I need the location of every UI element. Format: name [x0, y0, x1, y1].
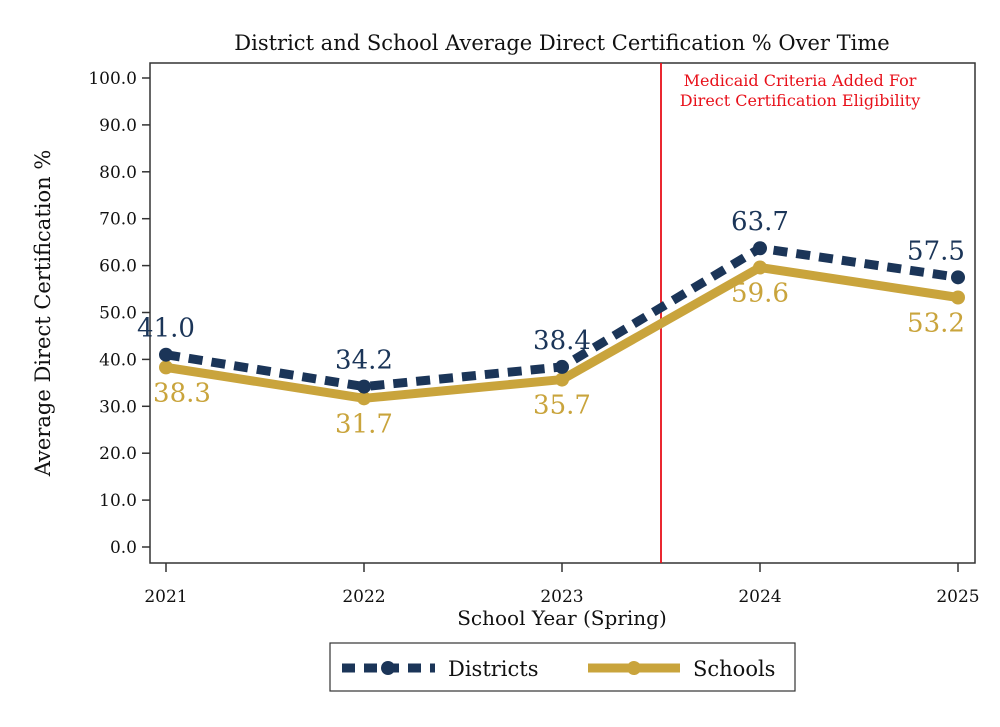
data-point	[555, 372, 569, 387]
data-label: 31.7	[335, 409, 393, 439]
data-label: 38.3	[153, 378, 211, 408]
x-axis-label: School Year (Spring)	[457, 606, 667, 630]
data-label: 38.4	[533, 326, 591, 356]
y-tick-label: 80.0	[99, 163, 137, 183]
x-tick-label: 2025	[936, 587, 979, 607]
data-point	[159, 347, 173, 362]
legend-marker-districts	[381, 661, 395, 675]
y-tick-label: 30.0	[99, 397, 137, 417]
data-label: 41.0	[137, 314, 195, 344]
x-tick-label: 2021	[144, 587, 187, 607]
data-label: 59.6	[731, 278, 789, 308]
y-tick-label: 40.0	[99, 350, 137, 370]
data-point	[357, 391, 371, 406]
legend-label-districts: Districts	[448, 657, 539, 681]
series-schools: 38.3 31.7 35.7 59.6 53.2	[153, 260, 965, 439]
data-label: 53.2	[907, 308, 965, 338]
plot-frame	[149, 62, 976, 564]
annotation-text: Direct Certification Eligibility	[680, 91, 921, 110]
x-tick-label: 2023	[540, 587, 583, 607]
data-point	[951, 270, 965, 285]
legend-label-schools: Schools	[693, 657, 775, 681]
y-tick-label: 20.0	[99, 444, 137, 464]
x-tick-label: 2022	[342, 587, 385, 607]
legend-box	[329, 642, 796, 692]
x-axis: 2021 2022 2023 2024 2025	[144, 563, 980, 607]
y-tick-label: 0.0	[110, 538, 137, 558]
data-point	[357, 379, 371, 394]
annotation-text: Medicaid Criteria Added For	[684, 71, 917, 90]
data-point	[159, 360, 173, 375]
data-point	[951, 290, 965, 305]
data-label: 35.7	[533, 391, 591, 421]
y-tick-label: 70.0	[99, 210, 137, 230]
y-axis-label: Average Direct Certification %	[31, 150, 55, 478]
y-tick-label: 50.0	[99, 304, 137, 324]
chart-title: District and School Average Direct Certi…	[234, 31, 889, 55]
series-districts: 41.0 34.2 38.4 63.7 57.5	[137, 207, 965, 394]
y-axis: 0.0 10.0 20.0 30.0 40.0 50.0 60.0 70.0 80.0 90.0 1…	[88, 69, 150, 558]
y-tick-label: 60.0	[99, 257, 137, 277]
data-label: 63.7	[731, 207, 789, 237]
legend-marker-schools	[627, 661, 641, 675]
y-tick-label: 90.0	[99, 116, 137, 136]
data-label: 57.5	[907, 236, 965, 266]
data-point	[555, 359, 569, 374]
data-point	[753, 260, 767, 275]
y-tick-label: 100.0	[88, 69, 137, 89]
data-label: 34.2	[335, 346, 393, 376]
legend: Districts Schools	[329, 642, 796, 692]
data-point	[753, 241, 767, 256]
x-tick-label: 2024	[738, 587, 781, 607]
y-tick-label: 10.0	[99, 491, 137, 511]
